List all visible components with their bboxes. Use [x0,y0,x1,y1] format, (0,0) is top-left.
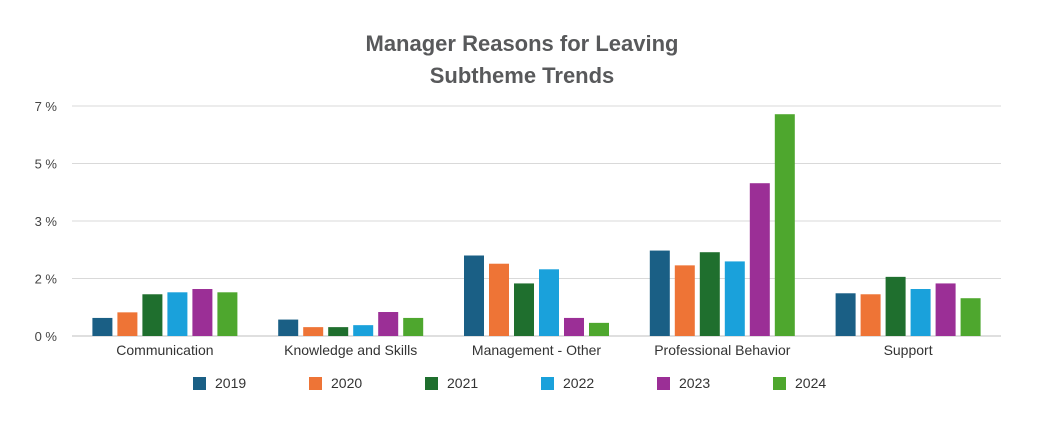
bar-2022-support [910,289,931,336]
legend-label-2023: 2023 [679,375,710,391]
bar-2019-management-other [464,255,484,336]
bar-2021-management-other [514,283,534,336]
bar-2020-management-other [489,263,509,336]
chart-title-line2: Subtheme Trends [429,63,615,88]
bar-2020-professional-behavior [674,265,695,336]
bar-2024-communication [217,292,238,336]
bar-2022-communication [167,292,188,336]
bar-2023-knowledge-and-skills [378,312,399,336]
x-category-label: Management - Other [472,342,602,358]
legend-swatch-2021 [425,377,438,390]
legend-swatch-2023 [657,377,670,390]
y-tick-label: 2 % [35,272,58,287]
bar-2020-support [860,294,881,336]
legend-label-2019: 2019 [215,375,246,391]
y-tick-label: 3 % [35,214,58,229]
x-category-label: Communication [116,342,213,358]
bar-2024-support [960,298,981,336]
y-tick-label: 7 % [35,99,58,114]
bar-2024-knowledge-and-skills [403,317,424,336]
chart-title-line1: Manager Reasons for Leaving [365,31,679,56]
bar-2021-support [885,276,906,336]
bar-2023-communication [192,289,213,336]
legend-label-2020: 2020 [331,375,362,391]
legend-swatch-2020 [309,377,322,390]
bar-2024-professional-behavior [774,114,795,336]
x-category-label: Support [884,342,933,358]
bar-2020-knowledge-and-skills [303,327,324,336]
bar-2019-knowledge-and-skills [278,319,299,336]
bar-2023-support [935,283,956,336]
legend-label-2021: 2021 [447,375,478,391]
y-tick-label: 0 % [35,329,58,344]
bar-2023-management-other [564,317,584,336]
legend-swatch-2019 [193,377,206,390]
y-tick-label: 5 % [35,157,58,172]
bar-2022-professional-behavior [724,261,745,336]
bar-2021-communication [142,294,163,336]
bar-2022-management-other [539,269,559,336]
legend-swatch-2022 [541,377,554,390]
x-category-label: Professional Behavior [654,342,791,358]
bar-2023-professional-behavior [749,183,770,336]
bar-2019-communication [92,317,113,336]
legend-label-2022: 2022 [563,375,594,391]
bar-2019-support [835,293,856,336]
bar-2024-management-other [589,322,609,336]
bar-2022-knowledge-and-skills [353,325,374,336]
bar-2021-knowledge-and-skills [328,327,349,336]
bar-2021-professional-behavior [699,252,720,336]
legend-swatch-2024 [773,377,786,390]
x-category-label: Knowledge and Skills [284,342,417,358]
legend-label-2024: 2024 [795,375,826,391]
bar-2020-communication [117,312,138,336]
bar-2019-professional-behavior [649,250,670,336]
